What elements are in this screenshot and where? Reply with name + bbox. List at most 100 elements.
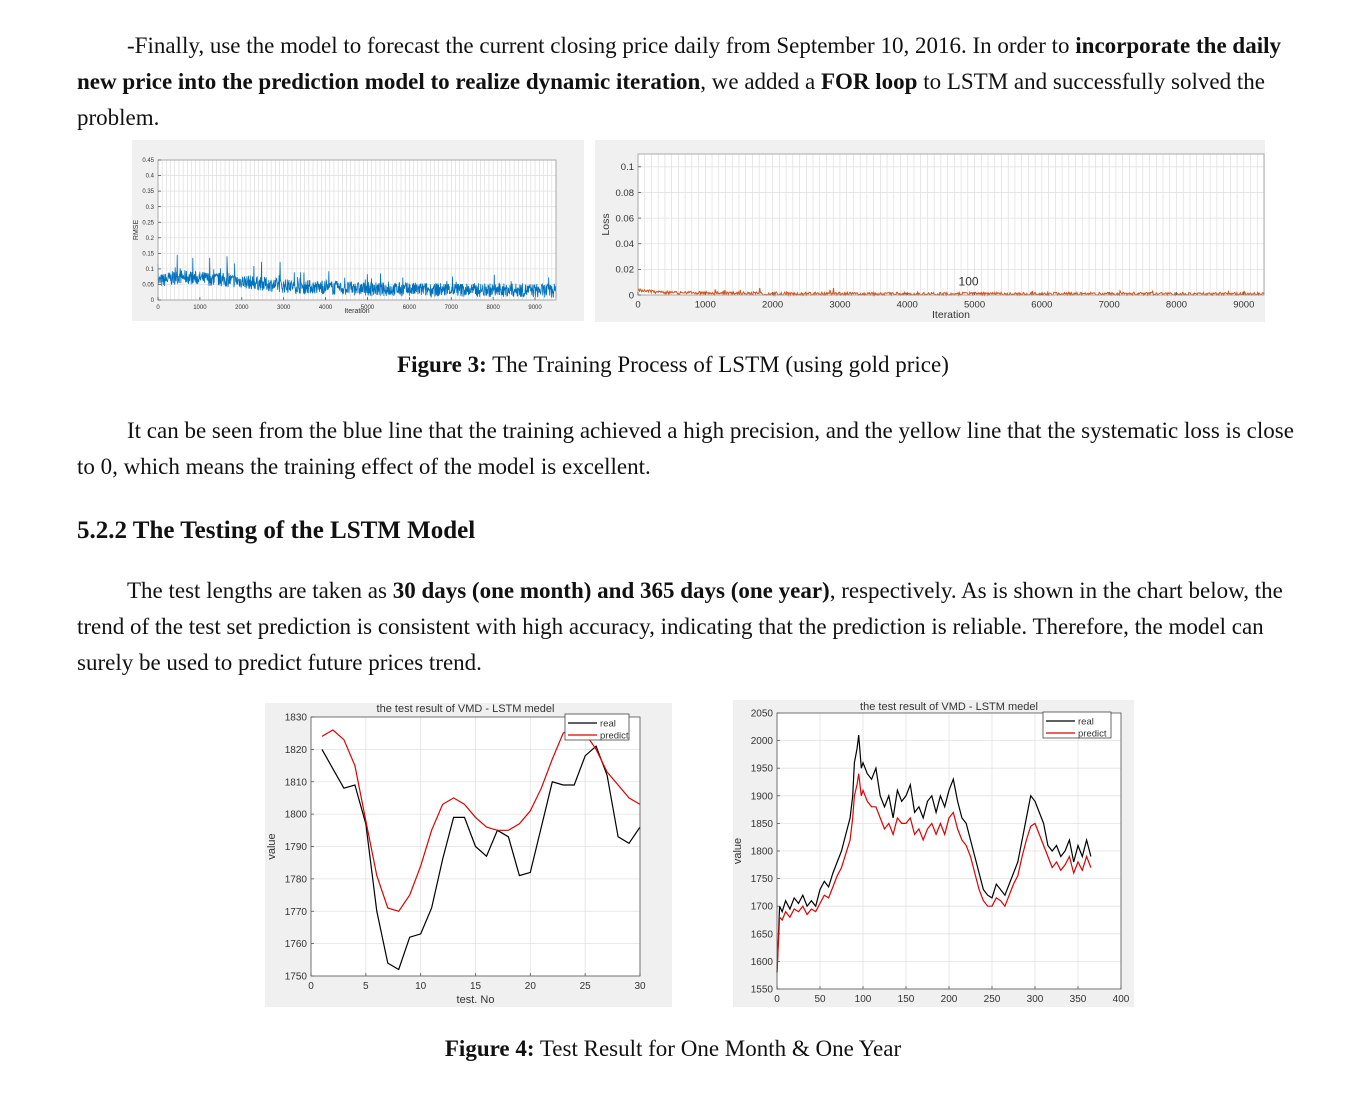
figure4-label: Figure 4:	[444, 1036, 535, 1061]
x-tick-label: 6000	[403, 305, 417, 311]
series-line-real	[776, 735, 1092, 973]
x-tick-label: 7000	[445, 305, 459, 311]
x-tick-label: 3000	[277, 305, 291, 311]
axis-ticks: 0 50 100 150 200 250 300 350 400 1550 1600 1650 1700…	[751, 709, 1130, 1006]
rmse-series-line	[157, 254, 557, 298]
axis-ticks: 0 1000 2000 3000 4000 5000 6000 7000 8000 9000 0 0.…	[142, 158, 542, 311]
figure4-caption: Figure 4: Test Result for One Month & On…	[0, 1036, 1346, 1062]
plot-area	[638, 154, 1264, 295]
y-tick-label: 0.1	[621, 162, 634, 173]
x-tick-label: 3000	[829, 300, 850, 311]
x-tick-label: 9000	[1233, 300, 1254, 311]
y-tick-label: 0.2	[146, 236, 155, 242]
paragraph-intro-text-2: , we added a	[700, 69, 821, 94]
chart-title: the test result of VMD - LSTM medel	[860, 701, 1038, 713]
x-tick-label: 4000	[897, 300, 918, 311]
y-tick-label: 0.06	[616, 213, 635, 224]
x-tick-label: 7000	[1099, 300, 1120, 311]
legend-label-predict: predict	[1078, 729, 1107, 740]
y-tick-label: 1600	[751, 957, 774, 968]
paragraph-intro-bold-2: FOR loop	[820, 69, 918, 94]
paragraph-intro: -Finally, use the model to forecast the …	[77, 28, 1312, 136]
y-tick-label: 1820	[285, 745, 308, 756]
x-tick-label: 200	[941, 994, 958, 1005]
x-tick-label: 2000	[235, 305, 249, 311]
y-axis-label: RMSE	[133, 220, 140, 241]
y-tick-label: 1780	[285, 874, 308, 885]
y-tick-label: 0	[629, 290, 634, 301]
y-tick-label: 0.45	[142, 158, 154, 164]
plot-area	[158, 160, 556, 300]
y-tick-label: 0.4	[146, 174, 155, 180]
x-tick-label: 0	[774, 994, 780, 1005]
y-tick-label: 1810	[285, 777, 308, 788]
year-test-chart: 0 50 100 150 200 250 300 350 400 1550 1600 1650 1700…	[733, 701, 1130, 1006]
x-tick-label: 10	[415, 981, 427, 992]
y-tick-label: 1750	[751, 874, 774, 885]
paragraph-testing-text-1: The test lengths are taken as	[127, 578, 393, 603]
x-tick-label: 300	[1027, 994, 1044, 1005]
paragraph-intro-bold-1: incorporate the daily new price into the…	[77, 33, 1281, 94]
x-tick-label: 1000	[193, 305, 207, 311]
month-test-chart-panel: 0 5 10 15 20 25 30 1750 1760 1770 1780 1790 1800 1810…	[265, 703, 672, 1007]
x-tick-label: 2000	[762, 300, 783, 311]
x-tick-label: 50	[814, 994, 826, 1005]
y-tick-label: 0.04	[616, 239, 635, 250]
y-tick-label: 0	[151, 298, 155, 304]
paragraph-intro-text-1: -Finally, use the model to forecast the …	[127, 33, 1076, 58]
figure4-text: Test Result for One Month & One Year	[534, 1036, 902, 1061]
chart-title: the test result of VMD - LSTM medel	[377, 703, 555, 715]
y-tick-label: 1790	[285, 842, 308, 853]
paragraph-testing: The test lengths are taken as 30 days (o…	[77, 573, 1312, 681]
x-axis-label: Iteration	[932, 309, 970, 321]
loss-chart: 1000 1000 2000 3000 4000 5000 6000 7000 8000 9000…	[600, 153, 1265, 321]
y-tick-label: 1700	[751, 902, 774, 913]
axis-ticks: 0 5 10 15 20 25 30 1750 1760 1770 1780 1790 1800 1810…	[285, 713, 646, 993]
x-tick-label: 9000	[528, 305, 542, 311]
x-tick-label: 400	[1113, 994, 1130, 1005]
y-tick-label: 1760	[285, 939, 308, 950]
y-tick-label: 1550	[751, 985, 774, 996]
legend-label-real: real	[1078, 717, 1094, 728]
y-tick-label: 0.25	[142, 220, 154, 226]
paragraph-training-text: It can be seen from the blue line that t…	[77, 418, 1294, 479]
y-tick-label: 0.35	[142, 189, 154, 195]
paragraph-training: It can be seen from the blue line that t…	[77, 413, 1312, 485]
x-tick-label: 250	[984, 994, 1001, 1005]
x-tick-label: 100	[855, 994, 872, 1005]
x-tick-label: 4000	[319, 305, 333, 311]
legend-label-predict: predict	[600, 731, 629, 742]
series-line-real	[321, 745, 641, 971]
y-tick-label: 1950	[751, 764, 774, 775]
y-tick-label: 0.08	[616, 188, 635, 199]
x-axis-label: test. No	[457, 994, 495, 1006]
y-tick-label: 0.15	[142, 251, 154, 257]
x-tick-label: 0	[308, 981, 314, 992]
y-tick-label: 1750	[285, 972, 308, 983]
y-tick-label: 2000	[751, 736, 774, 747]
loss-series-line	[637, 287, 1265, 297]
x-tick-label: 1000	[695, 300, 716, 311]
x-tick-label: 15	[470, 981, 482, 992]
figure3-caption: Figure 3: The Training Process of LSTM (…	[0, 352, 1346, 378]
y-tick-label: 2050	[751, 709, 774, 720]
month-test-chart: 0 5 10 15 20 25 30 1750 1760 1770 1780 1790 1800 1810…	[266, 703, 646, 1006]
x-tick-label: 350	[1070, 994, 1087, 1005]
y-tick-label: 1850	[751, 819, 774, 830]
y-tick-label: 1830	[285, 713, 308, 724]
x-tick-label: 8000	[1166, 300, 1187, 311]
series-line-predict	[776, 773, 1092, 973]
rmse-chart: 0 1000 2000 3000 4000 5000 6000 7000 8000 9000 0 0.…	[133, 158, 557, 315]
y-tick-label: 1800	[751, 847, 774, 858]
year-test-chart-panel: 0 50 100 150 200 250 300 350 400 1550 1600 1650 1700…	[733, 700, 1134, 1007]
x-tick-label: 5000	[964, 300, 985, 311]
loss-annotation-label: 100	[959, 274, 979, 288]
y-tick-label: 0.1	[146, 267, 155, 273]
legend-box	[1042, 711, 1112, 739]
y-tick-label: 0.02	[616, 265, 635, 276]
figure3-text: The Training Process of LSTM (using gold…	[486, 352, 949, 377]
y-axis-label: Loss	[600, 213, 612, 235]
y-tick-label: 1800	[285, 810, 308, 821]
x-tick-label: 0	[635, 300, 640, 311]
x-axis-label: Iteration	[344, 308, 369, 315]
